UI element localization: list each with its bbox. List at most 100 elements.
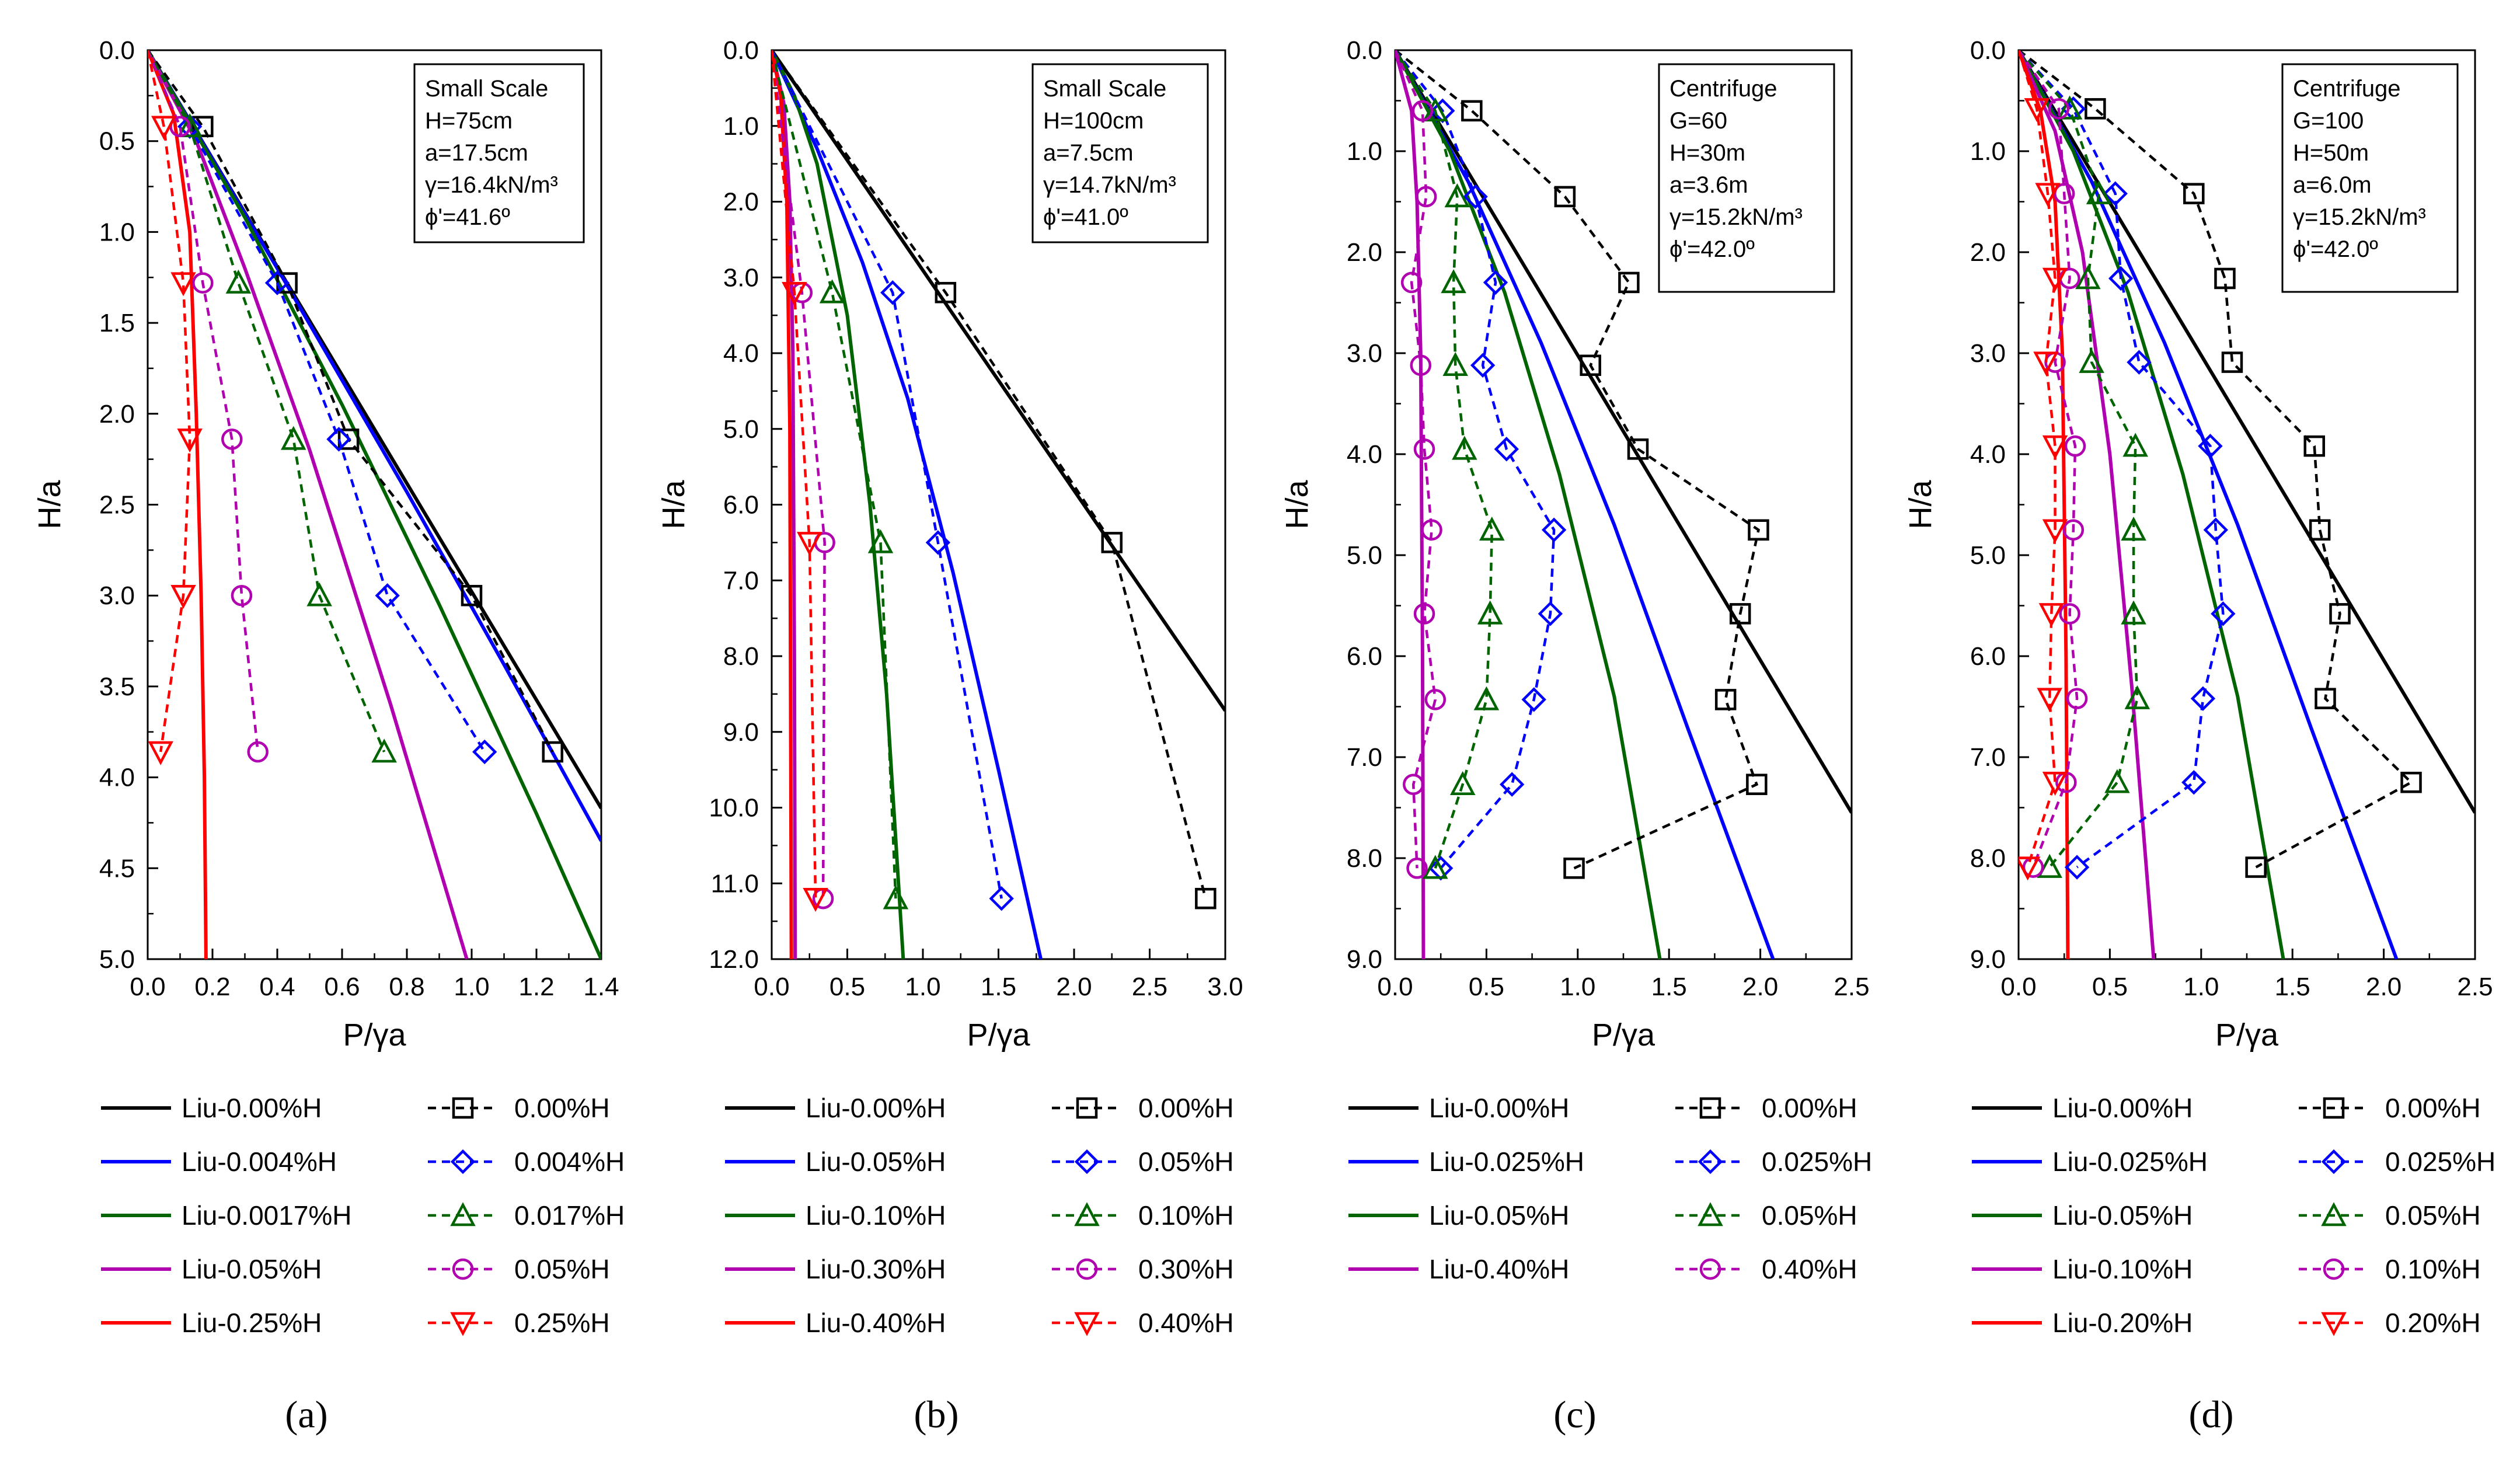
- legend-label: Liu-0.10%H: [2052, 1254, 2193, 1284]
- legend-label: Liu-0.20%H: [2052, 1308, 2193, 1338]
- legend-marker: [1698, 1202, 1723, 1226]
- series-measured-0-00-h-point: [1554, 186, 1576, 208]
- series-measured-0-05-h-point: [1449, 771, 1476, 795]
- series-measured-0-017-h-point: [281, 426, 306, 450]
- series-measured-0-05-h-point: [2122, 433, 2148, 457]
- series-measured-0-025-h-line: [2019, 50, 2225, 869]
- x-axis-label: P/γa: [2215, 1018, 2279, 1053]
- series-measured-0-05-h-point: [1442, 351, 1468, 377]
- legend-label: Liu-0.00%H: [182, 1093, 322, 1123]
- panel-c: 0.0 0.5 1.0 1.5 2.0 2.5 0.0 1.0 2.0 3.0 4.0 5.0 6.0 7…: [1280, 36, 1872, 1436]
- y-tick-label: 0.5: [99, 127, 135, 156]
- series-measured-0-40-h-point: [1406, 858, 1428, 879]
- series-measured-0-05-h-point: [925, 530, 951, 555]
- legend-label: Liu-0.0017%H: [182, 1200, 352, 1231]
- legend-marker: [450, 1149, 476, 1175]
- y-tick-label: 12.0: [709, 945, 759, 974]
- series-measured-0-05-h-point: [221, 428, 243, 450]
- x-tick-label: 1.2: [518, 973, 554, 1001]
- legend-label: 0.017%H: [514, 1200, 625, 1231]
- series-measured-0-025-h-point: [2203, 517, 2229, 542]
- y-tick-label: 7.0: [1347, 743, 1382, 772]
- series-measured-0-00-h-point: [2214, 267, 2236, 290]
- series-measured-0-05-h-point: [2086, 180, 2112, 204]
- info-line: a=17.5cm: [425, 140, 528, 166]
- series-measured-0-025-h-point: [1463, 184, 1488, 210]
- series-measured-0-20-h-point: [2042, 435, 2068, 459]
- panel-a: 0.0 0.2 0.4 0.6 0.8 1.0 1.2 1.4 0.0 0.5 1.0 1.5 2.0 2…: [32, 36, 625, 1436]
- y-tick-label: 3.0: [1970, 339, 2006, 368]
- series-liu-0-0017-h-line: [148, 50, 601, 959]
- y-axis-label: H/a: [32, 480, 67, 529]
- plot-area: [1395, 50, 1852, 959]
- series-measured-0-40-h-point: [1411, 100, 1434, 122]
- y-tick-label: 9.0: [1347, 945, 1382, 974]
- info-line: H=100cm: [1043, 108, 1144, 134]
- series-liu-0-00-h-line: [2019, 50, 2475, 814]
- legend-label: 0.05%H: [1138, 1147, 1234, 1177]
- series-measured-0-10-h-point: [2064, 435, 2086, 457]
- series-measured-0-05-h-point: [1444, 183, 1470, 208]
- series-measured-0-20-h-point: [2019, 856, 2041, 881]
- series-measured-0-05-h-point: [192, 272, 214, 294]
- series-measured-0-25-h-point: [177, 428, 203, 453]
- series-measured-0-10-h-point: [2066, 688, 2088, 709]
- legend-label: 0.05%H: [514, 1254, 610, 1284]
- info-line: ϕ'=41.0º: [1043, 204, 1128, 230]
- series-measured-0-05-h-line: [2019, 50, 2139, 868]
- series-measured-0-004-h-point: [264, 270, 290, 295]
- legend-label: Liu-0.025%H: [1429, 1147, 1584, 1177]
- y-tick-label: 1.0: [99, 218, 135, 246]
- y-tick-label: 1.0: [1970, 137, 2006, 166]
- info-line: H=50m: [2293, 140, 2369, 166]
- info-line: Small Scale: [425, 76, 548, 102]
- legend-marker: [450, 1202, 476, 1226]
- info-line: a=7.5cm: [1043, 140, 1134, 166]
- info-line: Small Scale: [1043, 76, 1166, 102]
- series-measured-0-025-h-point: [2103, 181, 2128, 206]
- y-tick-label: 4.0: [1970, 440, 2006, 469]
- y-tick-label: 11.0: [711, 869, 759, 898]
- series-measured-0-20-h-point: [2035, 183, 2061, 207]
- legend-label: 0.00%H: [1138, 1093, 1234, 1123]
- series-measured-0-40-h-point: [1400, 271, 1423, 294]
- x-tick-label: 2.5: [1132, 973, 1167, 1001]
- series-measured-0-25-h-point: [151, 116, 177, 140]
- series-measured-0-00-h-point: [1618, 271, 1640, 294]
- series-measured-0-025-h-point: [1500, 772, 1525, 797]
- series-measured-0-10-h-point: [2048, 98, 2070, 120]
- series-measured-0-00-h-point: [2400, 772, 2422, 793]
- series-measured-0-00-h-point: [1746, 773, 1768, 795]
- series-measured-0-40-h-point: [782, 281, 807, 306]
- series-measured-0-004-h-point: [472, 739, 497, 765]
- x-tick-label: 0.0: [130, 973, 165, 1001]
- series-measured-0-05-h-point: [2124, 685, 2150, 709]
- y-tick-label: 4.0: [1347, 440, 1382, 469]
- legend-label: 0.20%H: [2385, 1308, 2481, 1338]
- y-tick-label: 0.0: [99, 36, 135, 65]
- legend-label: 0.05%H: [1762, 1200, 1857, 1231]
- y-tick-label: 10.0: [709, 794, 759, 823]
- series-measured-0-20-h-point: [2042, 267, 2068, 292]
- series-measured-0-40-h-point: [1424, 689, 1447, 710]
- info-line: a=3.6m: [1669, 172, 1748, 198]
- series-measured-0-017-h-point: [306, 582, 332, 607]
- legend-marker: [452, 1258, 474, 1280]
- series-liu-0-10-h-line: [2019, 50, 2156, 959]
- series-measured-0-00-h-line: [1395, 50, 1760, 870]
- plot-area: [772, 50, 1225, 959]
- legend-label: 0.05%H: [2385, 1200, 2481, 1231]
- x-tick-label: 1.0: [1560, 973, 1595, 1001]
- series-liu-0-05-h-line: [1395, 50, 1662, 959]
- y-tick-label: 5.0: [1347, 541, 1382, 570]
- info-line: a=6.0m: [2293, 172, 2372, 198]
- series-measured-0-025-h-point: [2064, 855, 2090, 880]
- legend-marker: [2323, 1258, 2345, 1280]
- info-box: [1031, 63, 1209, 243]
- series-measured-0-00-h-point: [2245, 856, 2267, 878]
- series-measured-0-025-h-point: [2108, 266, 2134, 291]
- series-measured-0-05-h-point: [1452, 435, 1477, 460]
- y-tick-label: 9.0: [723, 718, 759, 747]
- y-tick-label: 5.0: [99, 945, 135, 974]
- x-tick-label: 1.5: [1651, 973, 1687, 1001]
